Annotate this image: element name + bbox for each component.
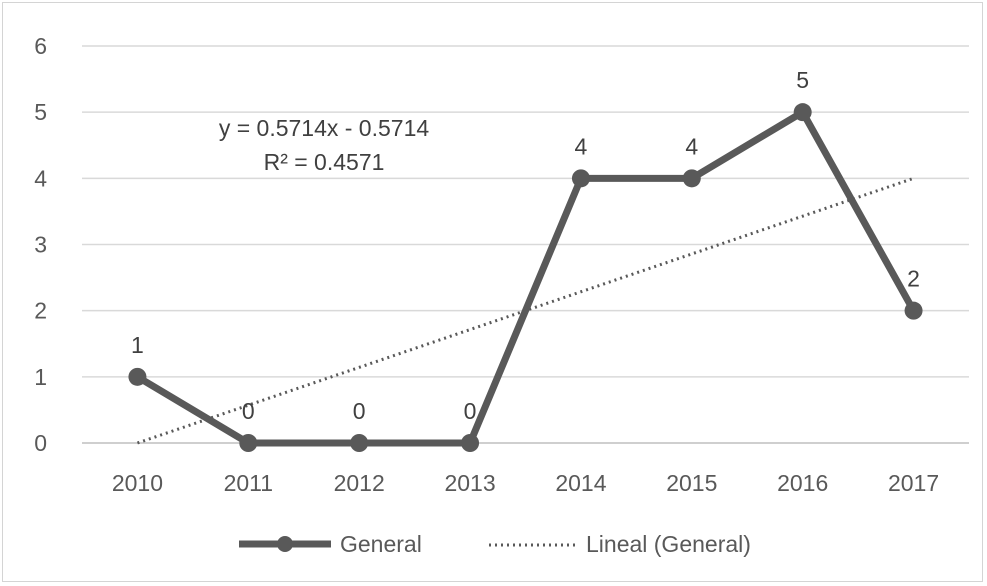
y-tick-label: 5 (34, 99, 47, 125)
data-point (571, 169, 590, 188)
data-label: 0 (242, 398, 255, 424)
x-tick-label: 2012 (334, 470, 385, 496)
data-labels: 1 0 0 0 4 4 5 2 (131, 67, 920, 424)
data-point (682, 169, 701, 188)
gridlines (82, 45, 969, 444)
legend-general-label: General (340, 531, 422, 557)
data-point (128, 367, 147, 386)
data-label: 5 (796, 67, 809, 93)
data-point (793, 103, 812, 122)
trendline-equation-text: y = 0.5714x - 0.5714 (219, 115, 430, 141)
data-label: 4 (575, 133, 588, 159)
data-point (350, 434, 369, 452)
data-label: 0 (353, 398, 366, 424)
x-tick-label: 2013 (444, 470, 495, 496)
series-layer (128, 103, 923, 452)
data-label: 4 (685, 133, 698, 159)
y-tick-label: 3 (34, 232, 47, 258)
legend-trendline-label: Lineal (General) (586, 531, 751, 557)
x-axis-tick-labels: 2010 2011 2012 2013 2014 2015 2016 2017 (112, 470, 939, 496)
y-tick-label: 2 (34, 298, 47, 324)
trendline-r-squared-text: R² = 0.4571 (264, 149, 385, 175)
y-axis-tick-labels: 0 1 2 3 4 5 6 (34, 33, 47, 456)
legend: General Lineal (General) (239, 531, 751, 557)
data-label: 1 (131, 332, 144, 358)
data-label: 0 (464, 398, 477, 424)
x-tick-label: 2015 (666, 470, 717, 496)
y-tick-label: 4 (34, 165, 47, 191)
data-label: 2 (907, 266, 920, 292)
y-tick-label: 0 (34, 430, 47, 456)
data-point (239, 434, 258, 452)
x-tick-label: 2017 (888, 470, 939, 496)
x-tick-label: 2016 (777, 470, 828, 496)
y-tick-label: 6 (34, 33, 47, 59)
data-point (461, 434, 480, 452)
series-line-general (135, 108, 917, 447)
legend-general-marker (277, 536, 293, 552)
x-tick-label: 2011 (224, 470, 273, 496)
x-tick-label: 2010 (112, 470, 163, 496)
x-tick-label: 2014 (555, 470, 606, 496)
data-point (904, 301, 923, 320)
y-tick-label: 1 (34, 364, 47, 390)
trendline-equation: y = 0.5714x - 0.5714 R² = 0.4571 (219, 115, 430, 175)
